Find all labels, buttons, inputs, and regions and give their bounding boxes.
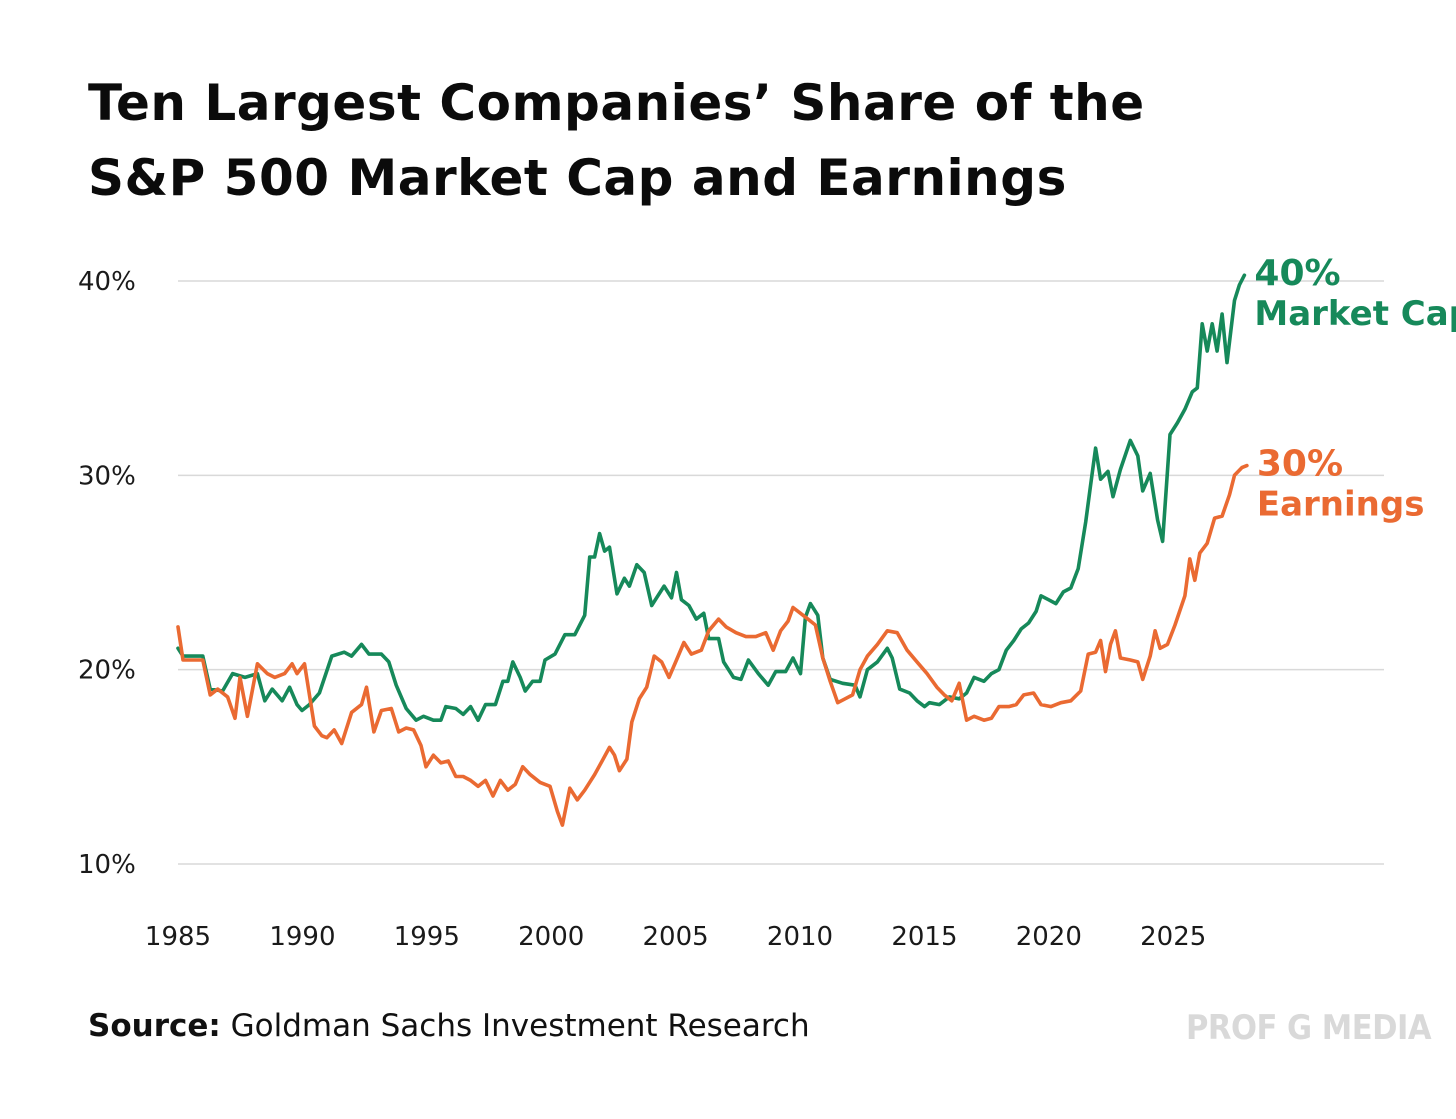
chart-title: Ten Largest Companies’ Share of the S&P …: [88, 66, 1288, 216]
chart-title-line-2: S&P 500 Market Cap and Earnings: [88, 149, 1067, 207]
x-tick-label: 2005: [643, 922, 709, 952]
x-tick-label: 2025: [1140, 922, 1206, 952]
x-tick-label: 2000: [518, 922, 584, 952]
series-line-market-cap: [176, 273, 1247, 722]
chart-title-line-1: Ten Largest Companies’ Share of the: [88, 74, 1145, 132]
x-tick-label: 2010: [767, 922, 833, 952]
y-tick-label: 30%: [78, 461, 136, 491]
end-value-earnings: 30%: [1257, 444, 1343, 485]
end-value-market-cap: 40%: [1254, 253, 1340, 294]
y-tick-label: 40%: [78, 267, 136, 297]
brand-watermark: PROF G MEDIA: [1186, 1008, 1432, 1048]
series-lines: [176, 273, 1249, 827]
line-chart: 40% 30% 20% 10% 1985 1990 1995 2000 2005 2010 201…: [78, 253, 1456, 952]
end-label-earnings: Earnings: [1257, 485, 1425, 525]
x-tick-label: 1990: [269, 922, 335, 952]
series-line-earnings: [176, 463, 1249, 827]
end-label-market-cap: Market Cap: [1254, 294, 1456, 334]
series-end-labels: 40%Market Cap 30%Earnings: [1254, 253, 1456, 524]
y-tick-label: 10%: [78, 850, 136, 880]
x-tick-label: 1995: [394, 922, 460, 952]
x-tick-label: 2020: [1016, 922, 1082, 952]
y-axis-ticks: 40% 30% 20% 10%: [78, 267, 136, 880]
x-axis-ticks: 1985 1990 1995 2000 2005 2010 2015 2020 2025: [145, 922, 1206, 952]
source-label: Source:: [88, 1008, 221, 1044]
x-tick-label: 2015: [891, 922, 957, 952]
source-note: Source: Goldman Sachs Investment Researc…: [88, 1008, 810, 1044]
y-tick-label: 20%: [78, 656, 136, 686]
gridlines: [178, 280, 1384, 865]
x-tick-label: 1985: [145, 922, 211, 952]
source-text: Goldman Sachs Investment Research: [230, 1008, 810, 1044]
